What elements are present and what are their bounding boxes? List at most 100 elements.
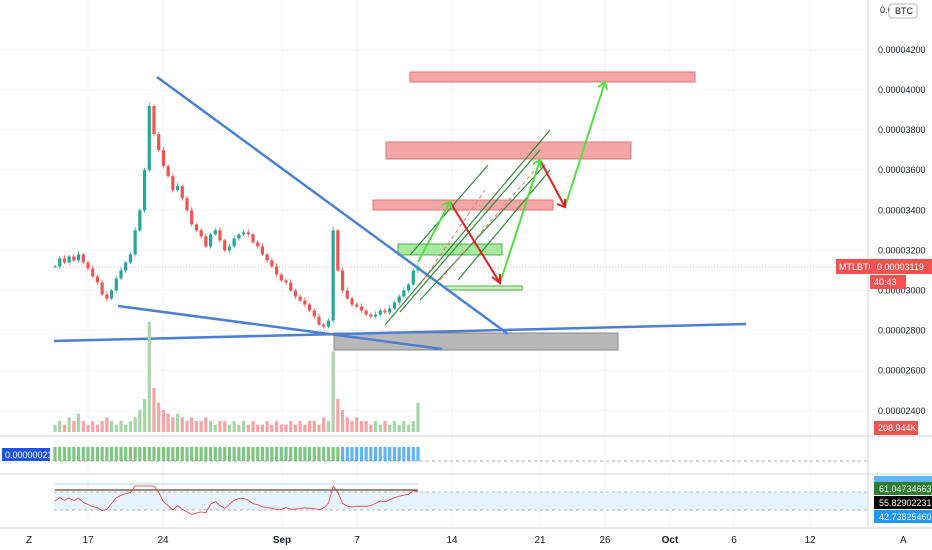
volume-bar [67, 417, 71, 432]
volume-bar [406, 424, 411, 432]
oscillator-bar [190, 447, 194, 461]
oscillator-bar [350, 447, 354, 461]
channel-line-2[interactable] [399, 149, 541, 313]
candle-body [373, 314, 378, 317]
candle-body [359, 306, 364, 311]
volume-bar [322, 417, 326, 432]
lower-wedge-line[interactable] [117, 304, 443, 351]
green-path-up-3[interactable] [564, 81, 606, 208]
channel-line-5[interactable] [409, 164, 489, 256]
volume-bar [388, 424, 392, 432]
candle-body [114, 278, 118, 291]
oscillator-bar [416, 447, 420, 461]
time-tick-label: 21 [534, 535, 546, 546]
oscillator-bar [284, 447, 288, 461]
oscillator-bar [232, 447, 236, 461]
candle-body [345, 290, 349, 299]
descending-trendline[interactable] [156, 75, 509, 336]
candle-body [303, 300, 307, 305]
candle-body [397, 296, 401, 303]
red-path-down-1[interactable] [449, 201, 501, 284]
volume-bar [369, 424, 373, 432]
volume-bar [307, 421, 312, 432]
demand-zone[interactable] [333, 332, 619, 351]
candle-body [62, 258, 67, 263]
oscillator-bar [204, 447, 208, 461]
oscillator-bar [161, 447, 166, 461]
oscillator-bar [147, 447, 151, 461]
candle-body [411, 270, 415, 285]
oscillator-bar [340, 447, 345, 461]
currency-label: BTC [895, 6, 914, 16]
volume-bar [213, 424, 217, 432]
trendline-drawings[interactable] [53, 71, 747, 351]
channel-line-4[interactable] [457, 169, 551, 281]
volume-bar [270, 424, 274, 432]
oscillator-bar [383, 447, 387, 461]
currency-badge[interactable] [888, 3, 918, 19]
candle-body [298, 296, 302, 301]
volume-bar [218, 421, 222, 432]
candle-body [190, 210, 194, 225]
volume-bar [256, 424, 260, 432]
candle-body [251, 234, 255, 243]
oscillator-bar [119, 447, 123, 461]
oscillator-bar [105, 447, 109, 461]
target-zone-3[interactable] [385, 141, 632, 160]
target-zone-2[interactable] [372, 199, 554, 211]
target-zone-4[interactable] [409, 71, 696, 83]
oscillator-bar [133, 447, 137, 461]
price-tick-label: 0.00002800 [878, 326, 926, 336]
candle-body [350, 298, 354, 305]
oscillator-bar [213, 447, 217, 461]
oscillator-bar [86, 447, 90, 461]
support-small-zone[interactable] [445, 285, 523, 291]
volume-bar [345, 417, 349, 432]
green-arrow-head-1 [441, 200, 453, 211]
channel-line-3[interactable] [419, 164, 546, 301]
volume-bar [81, 421, 85, 432]
candle-body [260, 246, 265, 255]
rsi-lines [54, 483, 419, 515]
channel-line-1[interactable] [384, 129, 551, 326]
oscillator-bar [72, 447, 76, 461]
volume-bar [157, 402, 161, 432]
candle-body [340, 270, 345, 291]
green-path-up-2[interactable] [499, 159, 541, 284]
timezone-z-icon[interactable]: Z [26, 535, 32, 546]
oscillator-bar [251, 447, 255, 461]
candle-body [336, 230, 340, 271]
volume-bar [246, 424, 250, 432]
candle-body [86, 262, 90, 269]
oscillator-bar [138, 447, 142, 461]
red-path-down-2[interactable] [539, 159, 566, 208]
volume-bar [100, 421, 104, 432]
time-tick-label: 26 [599, 535, 611, 546]
countdown-label: 40:43 [874, 277, 897, 287]
horizontal-support-line[interactable] [53, 322, 747, 343]
oscillator-bar [373, 447, 378, 461]
oscillator-value-label: 0.00000021 [5, 450, 53, 460]
oscillator-bar [279, 447, 283, 461]
oscillator-bar [303, 447, 307, 461]
volume-bar [147, 322, 151, 432]
oscillator-bar [199, 447, 203, 461]
candle-body [199, 230, 203, 237]
channel-dash-2[interactable] [439, 169, 536, 281]
oscillator-bar [53, 447, 57, 461]
volume-bar [411, 421, 415, 432]
volume-bar [350, 421, 354, 432]
time-tick-label: 12 [804, 535, 816, 546]
oscillator-bar [378, 447, 382, 461]
oscillator-bar [58, 447, 62, 461]
oscillator-bar [411, 447, 415, 461]
green-path-up-1[interactable] [417, 201, 451, 263]
auto-scale-a-icon[interactable]: A [900, 535, 907, 546]
channel-dash-1[interactable] [419, 189, 486, 286]
oscillator-bar [241, 447, 246, 461]
oscillator-bar [326, 447, 331, 461]
oscillator-histogram [53, 447, 420, 461]
oscillator-bar [369, 447, 373, 461]
price-tick-label: 0.00003200 [878, 245, 926, 255]
